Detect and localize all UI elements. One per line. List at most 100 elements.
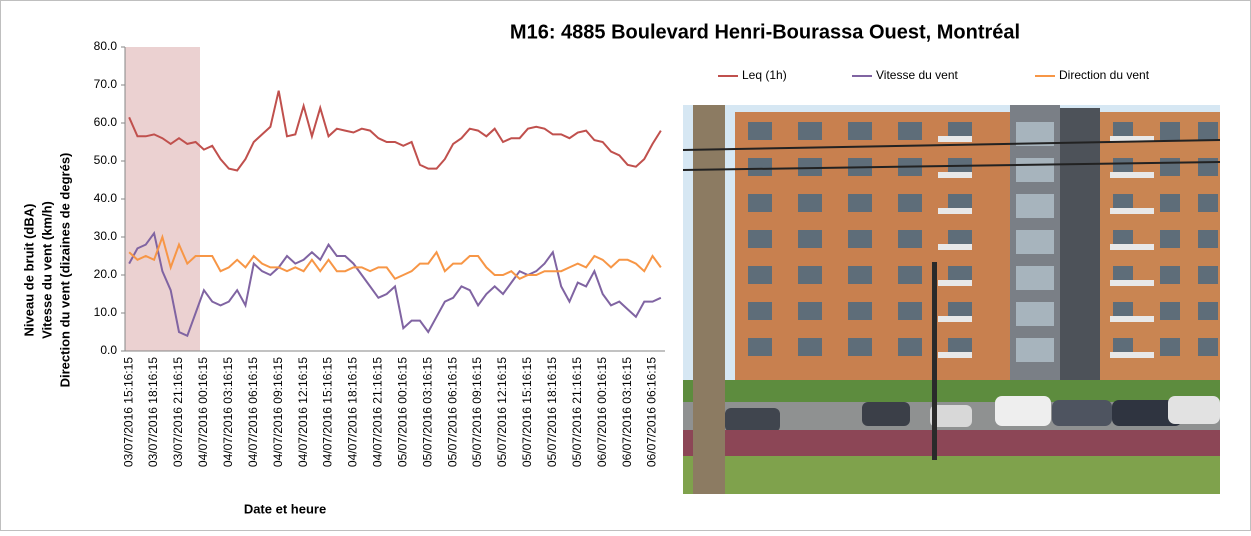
window xyxy=(1160,194,1180,212)
window xyxy=(1016,338,1054,362)
balcony xyxy=(938,244,972,250)
y-tick-label: 0.0 xyxy=(100,343,117,357)
x-tick-label: 05/07/2016 12:16:15 xyxy=(495,357,509,467)
window xyxy=(1016,194,1054,218)
y-axis-title-line: Direction du vent (dizaines de degrés) xyxy=(57,153,72,388)
window xyxy=(1016,158,1054,182)
window xyxy=(798,338,822,356)
window xyxy=(1198,266,1218,284)
balcony xyxy=(1110,172,1154,178)
window xyxy=(1198,194,1218,212)
x-tick-label: 03/07/2016 21:16:15 xyxy=(171,357,185,467)
x-tick-label: 04/07/2016 09:16:15 xyxy=(271,357,285,467)
window xyxy=(748,338,772,356)
x-tick-label: 04/07/2016 00:16:15 xyxy=(196,357,210,467)
car xyxy=(995,396,1051,426)
balcony xyxy=(938,316,972,322)
x-tick-label: 05/07/2016 21:16:15 xyxy=(570,357,584,467)
window xyxy=(898,230,922,248)
chart: M16: 4885 Boulevard Henri-Bourassa Ouest… xyxy=(0,0,1251,531)
window xyxy=(748,302,772,320)
window xyxy=(1198,302,1218,320)
x-tick-label: 04/07/2016 18:16:15 xyxy=(346,357,360,467)
balcony xyxy=(1110,352,1154,358)
window xyxy=(848,302,872,320)
car xyxy=(1168,396,1220,424)
balcony xyxy=(1110,208,1154,214)
x-tick-label: 04/07/2016 06:16:15 xyxy=(246,357,260,467)
window xyxy=(1160,302,1180,320)
balcony xyxy=(938,136,972,142)
y-tick-label: 40.0 xyxy=(94,191,118,205)
x-tick-label: 05/07/2016 03:16:15 xyxy=(420,357,434,467)
window xyxy=(1198,122,1218,140)
y-tick-label: 70.0 xyxy=(94,77,118,91)
window xyxy=(1016,266,1054,290)
legend-label: Direction du vent xyxy=(1059,68,1150,82)
window xyxy=(1160,158,1180,176)
window xyxy=(1160,230,1180,248)
balcony xyxy=(1110,244,1154,250)
y-axis-title-line: Vitesse du vent (km/h) xyxy=(39,201,54,339)
x-tick-label: 03/07/2016 18:16:15 xyxy=(146,357,160,467)
x-tick-label: 06/07/2016 00:16:15 xyxy=(595,357,609,467)
x-tick-label: 04/07/2016 03:16:15 xyxy=(221,357,235,467)
utility-pole xyxy=(693,105,725,494)
x-tick-label: 05/07/2016 18:16:15 xyxy=(545,357,559,467)
balcony xyxy=(938,280,972,286)
window xyxy=(1016,230,1054,254)
window xyxy=(1198,158,1218,176)
window xyxy=(798,266,822,284)
lamp-post xyxy=(932,262,937,460)
x-tick-label: 04/07/2016 12:16:15 xyxy=(296,357,310,467)
x-tick-label: 06/07/2016 03:16:15 xyxy=(620,357,634,467)
y-axis-title-line: Niveau de bruit (dBA) xyxy=(21,204,36,337)
car xyxy=(1052,400,1112,426)
window xyxy=(898,266,922,284)
window xyxy=(1160,266,1180,284)
x-tick-label: 04/07/2016 21:16:15 xyxy=(371,357,385,467)
window xyxy=(898,302,922,320)
window xyxy=(1160,122,1180,140)
window xyxy=(748,230,772,248)
window xyxy=(1016,302,1054,326)
window xyxy=(748,266,772,284)
car xyxy=(725,408,780,432)
window xyxy=(798,122,822,140)
y-tick-label: 20.0 xyxy=(94,267,118,281)
x-tick-label: 05/07/2016 15:16:15 xyxy=(520,357,534,467)
window xyxy=(848,230,872,248)
window xyxy=(848,122,872,140)
flower-hedge xyxy=(683,430,1220,456)
window xyxy=(1160,338,1180,356)
window xyxy=(848,338,872,356)
shaded-period xyxy=(125,47,200,351)
x-tick-label: 04/07/2016 15:16:15 xyxy=(321,357,335,467)
legend-label: Vitesse du vent xyxy=(876,68,958,82)
window xyxy=(898,122,922,140)
building-column xyxy=(1060,108,1100,390)
x-tick-label: 05/07/2016 06:16:15 xyxy=(445,357,459,467)
y-tick-label: 80.0 xyxy=(94,39,118,53)
window xyxy=(748,158,772,176)
window xyxy=(1198,230,1218,248)
balcony xyxy=(938,172,972,178)
x-axis-title: Date et heure xyxy=(244,501,326,516)
balcony xyxy=(938,352,972,358)
car xyxy=(862,402,910,426)
window xyxy=(898,338,922,356)
balcony xyxy=(1110,280,1154,286)
x-tick-label: 06/07/2016 06:16:15 xyxy=(645,357,659,467)
balcony xyxy=(938,208,972,214)
hedge xyxy=(683,380,1220,402)
balcony xyxy=(1110,316,1154,322)
window xyxy=(748,194,772,212)
window xyxy=(798,302,822,320)
window xyxy=(848,266,872,284)
x-tick-label: 05/07/2016 09:16:15 xyxy=(470,357,484,467)
x-tick-label: 05/07/2016 00:16:15 xyxy=(395,357,409,467)
window xyxy=(898,194,922,212)
x-tick-label: 03/07/2016 15:16:15 xyxy=(121,357,135,467)
y-tick-label: 30.0 xyxy=(94,229,118,243)
legend-label: Leq (1h) xyxy=(742,68,787,82)
